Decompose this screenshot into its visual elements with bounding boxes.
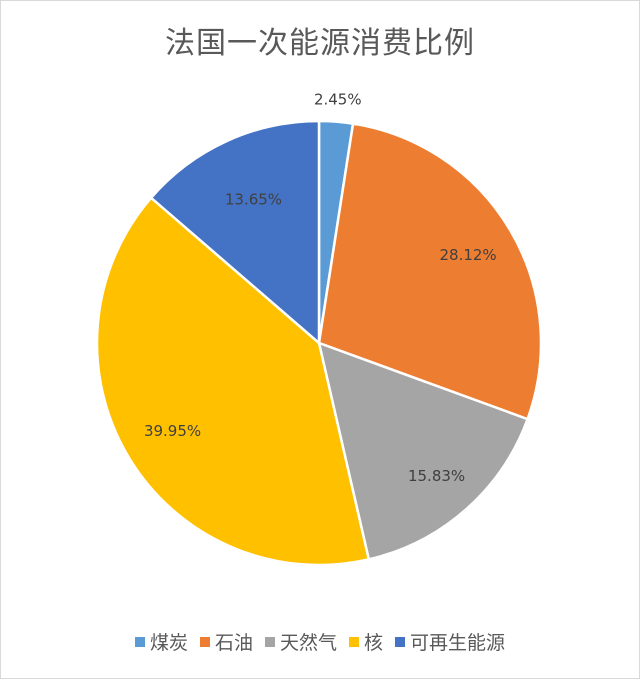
legend-item-3: 天然气 xyxy=(264,628,337,655)
legend-label-1: 煤炭 xyxy=(149,632,188,654)
legend-swatch-3 xyxy=(264,636,275,647)
pie-slices xyxy=(95,119,543,567)
pie-slice-4 xyxy=(95,196,371,567)
legend-item-4: 核 xyxy=(349,628,383,655)
pie-slice-5 xyxy=(149,119,321,345)
data-label-1: 2.45% xyxy=(314,91,362,109)
legend-swatch-4 xyxy=(349,636,359,647)
legend: 煤炭 石油 天然气 核 可再生能源 xyxy=(0,628,640,655)
legend-label-4: 核 xyxy=(364,632,384,654)
pie-chart: 2.45% 28.12% 15.83% 39.95% 13.65% xyxy=(95,91,543,567)
legend-swatch-5 xyxy=(395,636,406,647)
data-label-4: 39.95% xyxy=(144,422,201,440)
chart-title: 法国一次能源消费比例 xyxy=(165,26,475,61)
legend-swatch-1 xyxy=(134,636,145,647)
data-label-3: 15.83% xyxy=(408,467,465,485)
pie-slice-3 xyxy=(317,341,529,561)
data-label-2: 28.12% xyxy=(439,246,496,264)
legend-label-3: 天然气 xyxy=(279,632,337,654)
legend-label-5: 可再生能源 xyxy=(410,632,506,654)
legend-label-2: 石油 xyxy=(214,632,253,654)
data-label-5: 13.65% xyxy=(225,191,282,209)
pie-slice-2 xyxy=(317,122,543,421)
legend-item-1: 煤炭 xyxy=(134,628,188,655)
legend-item-2: 石油 xyxy=(199,628,253,655)
legend-swatch-2 xyxy=(199,636,210,647)
legend-item-5: 可再生能源 xyxy=(395,628,505,655)
pie-labels: 2.45% 28.12% 15.83% 39.95% 13.65% xyxy=(144,91,497,486)
